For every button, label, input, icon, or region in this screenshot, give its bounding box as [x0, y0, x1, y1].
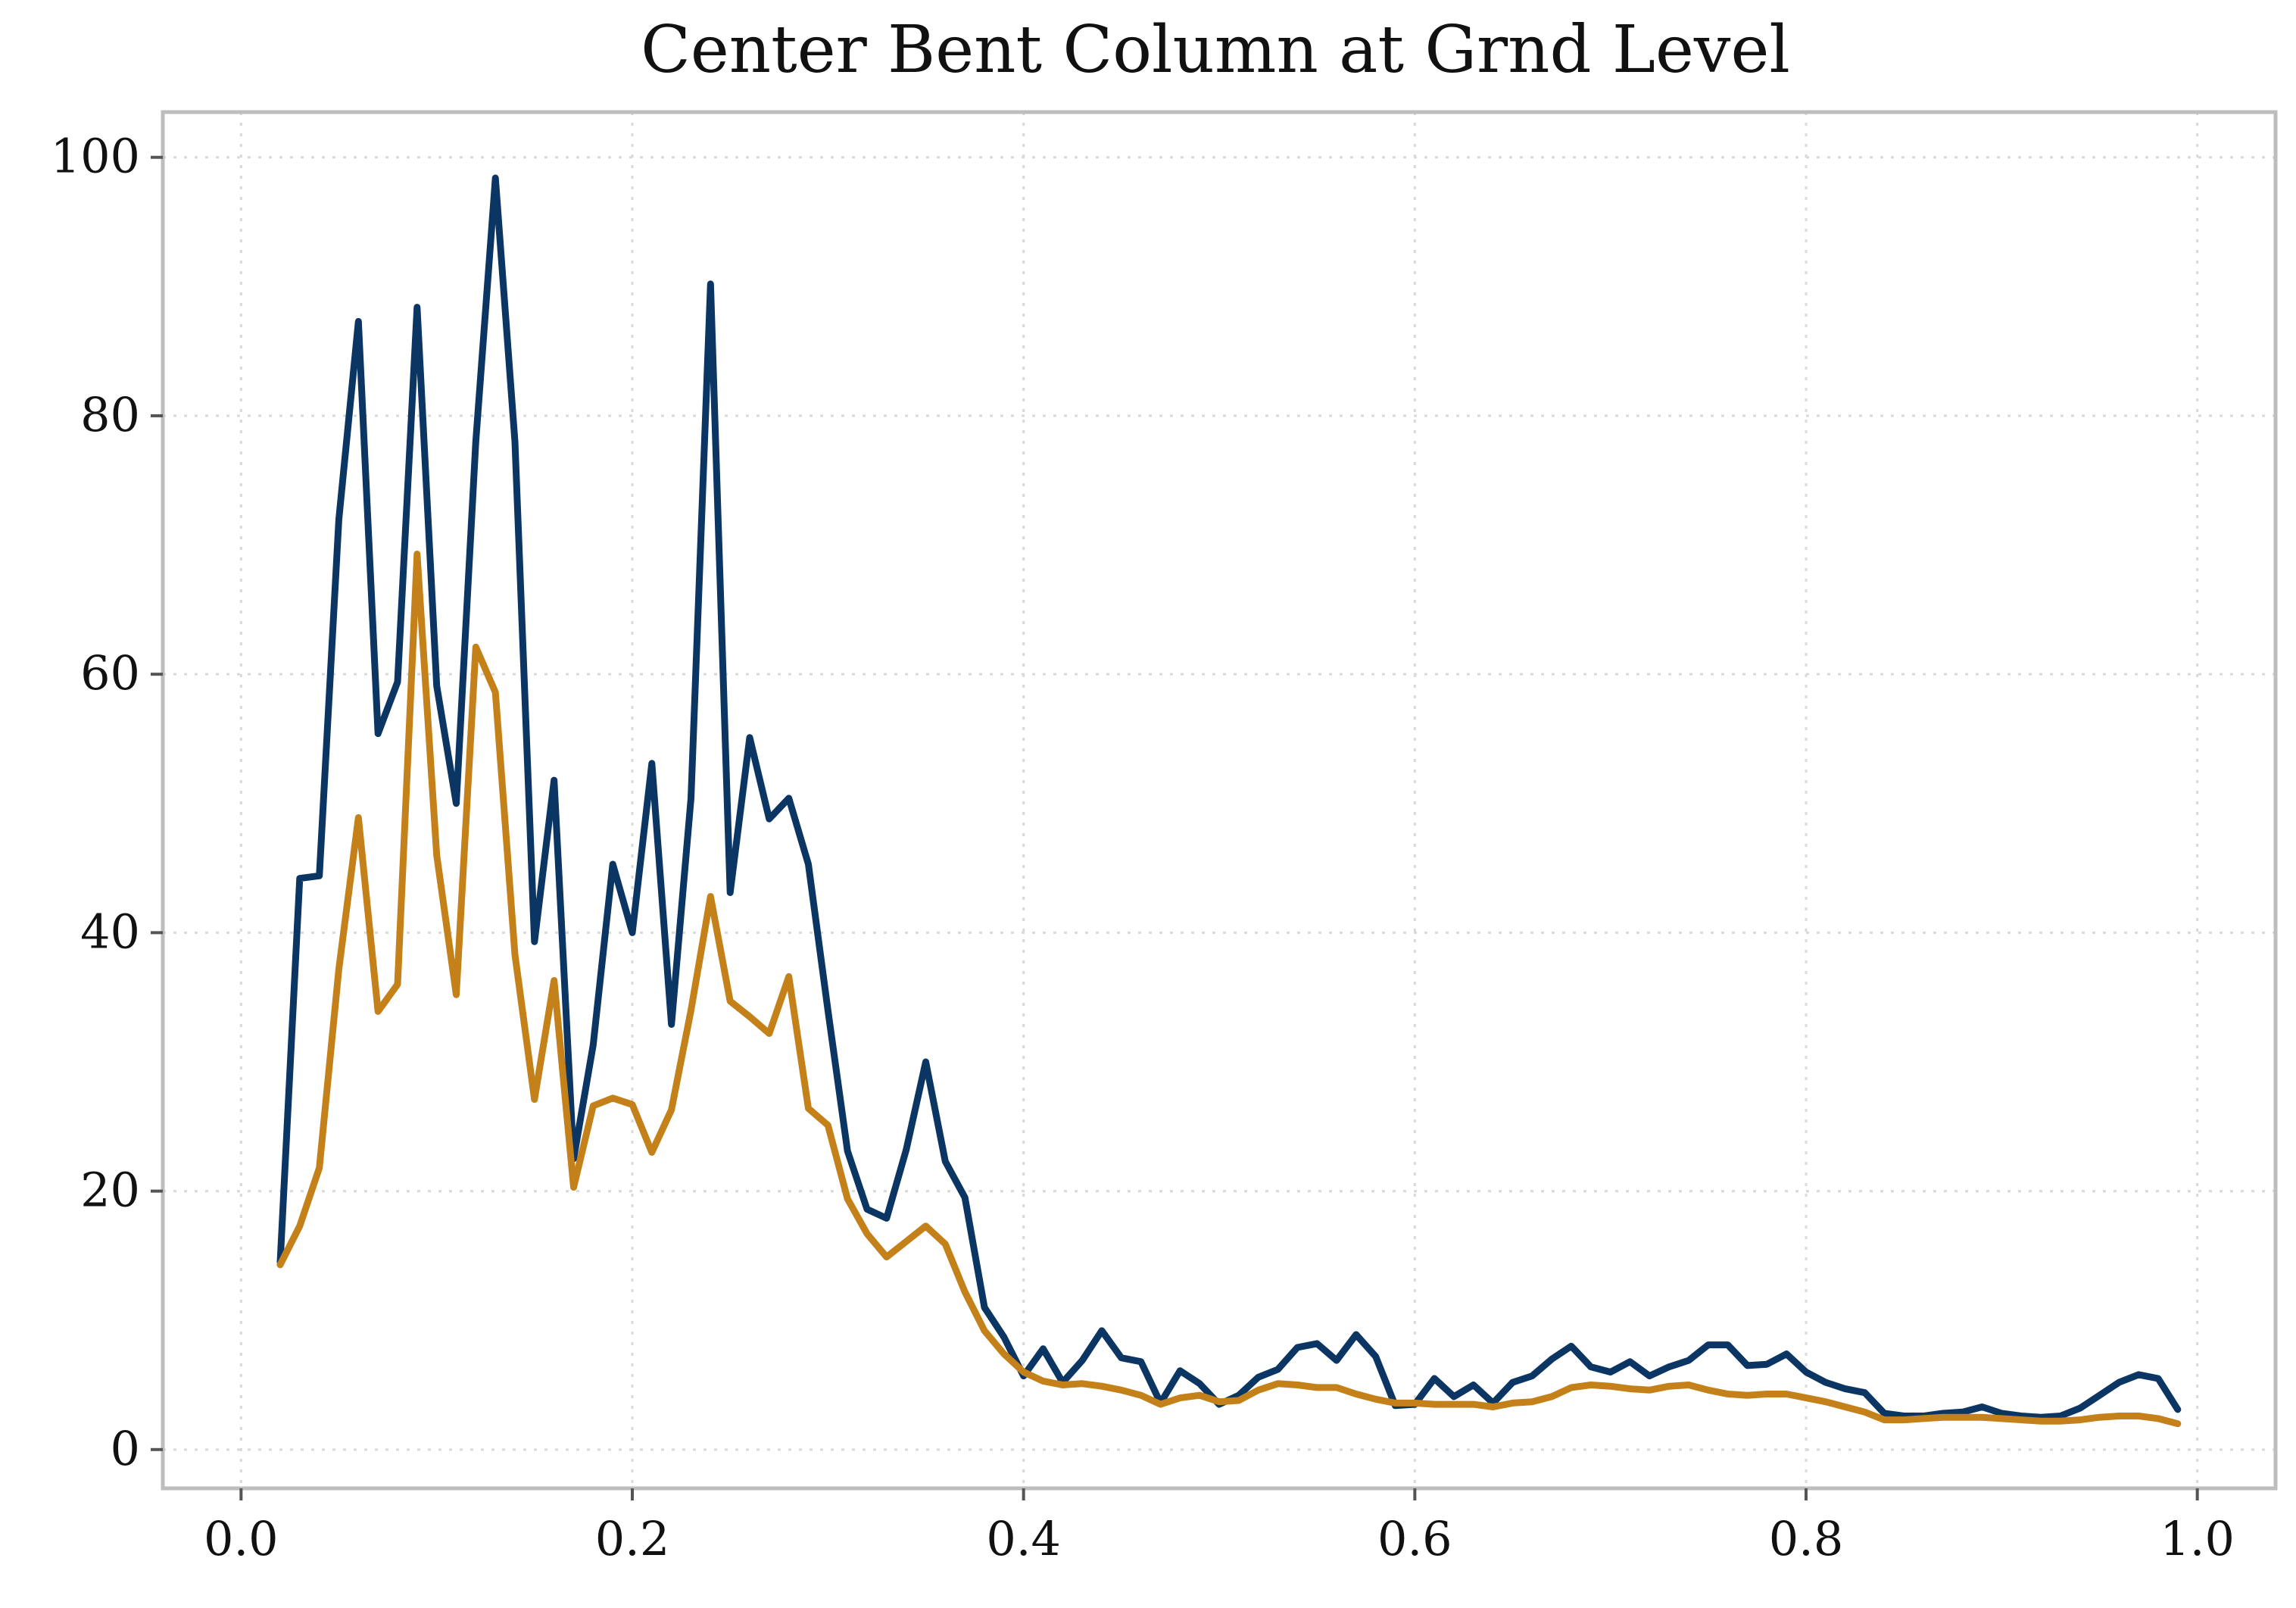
x-tick-label: 0.4 — [986, 1511, 1061, 1566]
x-tick-label: 1.0 — [2160, 1511, 2235, 1566]
chart-title: Center Bent Column at Grnd Level — [641, 12, 1790, 88]
x-axis: 0.0 0.2 0.4 0.6 0.8 1.0 — [204, 1488, 2235, 1566]
y-grid — [163, 156, 2276, 1451]
x-tick-label: 0.2 — [595, 1511, 670, 1566]
y-tick-label: 40 — [80, 904, 140, 959]
x-grid — [239, 112, 2199, 1488]
x-tick-label: 0.8 — [1769, 1511, 1844, 1566]
series-line-1 — [276, 174, 2182, 1421]
y-tick-label: 0 — [111, 1421, 140, 1476]
x-tick-label: 0.6 — [1377, 1511, 1452, 1566]
x-tick-label: 0.0 — [204, 1511, 279, 1566]
series-line-2 — [276, 551, 2182, 1428]
y-tick-label: 60 — [80, 645, 140, 701]
series-layer — [276, 174, 2182, 1428]
y-tick-label: 100 — [51, 129, 140, 184]
y-tick-label: 20 — [80, 1163, 140, 1218]
plot-frame — [161, 110, 2278, 1491]
y-axis: 0 20 40 60 80 100 — [51, 129, 163, 1476]
y-tick-label: 80 — [80, 387, 140, 442]
